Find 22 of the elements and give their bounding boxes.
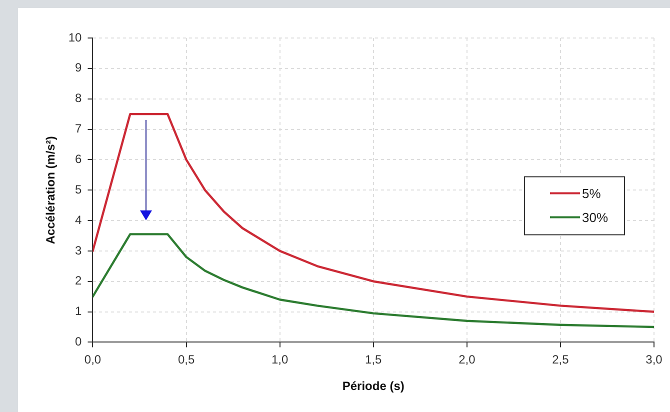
legend-label: 5% [582, 186, 602, 201]
x-tick-label: 0,5 [178, 352, 195, 367]
y-tick-label: 2 [75, 274, 82, 288]
x-axis-title: Période (s) [342, 379, 404, 394]
x-tick-label: 2,5 [552, 352, 570, 367]
y-tick-label: 1 [75, 304, 82, 318]
y-tick-label: 6 [75, 152, 82, 166]
y-tick-label: 10 [68, 30, 82, 44]
y-tick-label: 4 [75, 212, 82, 227]
y-tick-label: 0 [75, 334, 82, 349]
y-tick-label: 9 [75, 60, 82, 75]
y-tick-label: 5 [75, 182, 82, 196]
x-tick-label: 0,0 [84, 352, 102, 367]
y-tick-label: 8 [75, 91, 82, 106]
y-axis-title: Accélération (m/s²) [44, 136, 58, 244]
x-tick-label: 3,0 [646, 352, 663, 367]
x-tick-label: 2,0 [458, 352, 476, 367]
y-tick-label: 3 [75, 243, 82, 258]
x-tick-label: 1,0 [271, 352, 288, 367]
legend-label: 30% [582, 210, 608, 225]
y-tick-label: 7 [75, 122, 82, 136]
x-tick-label: 1,5 [365, 352, 382, 367]
